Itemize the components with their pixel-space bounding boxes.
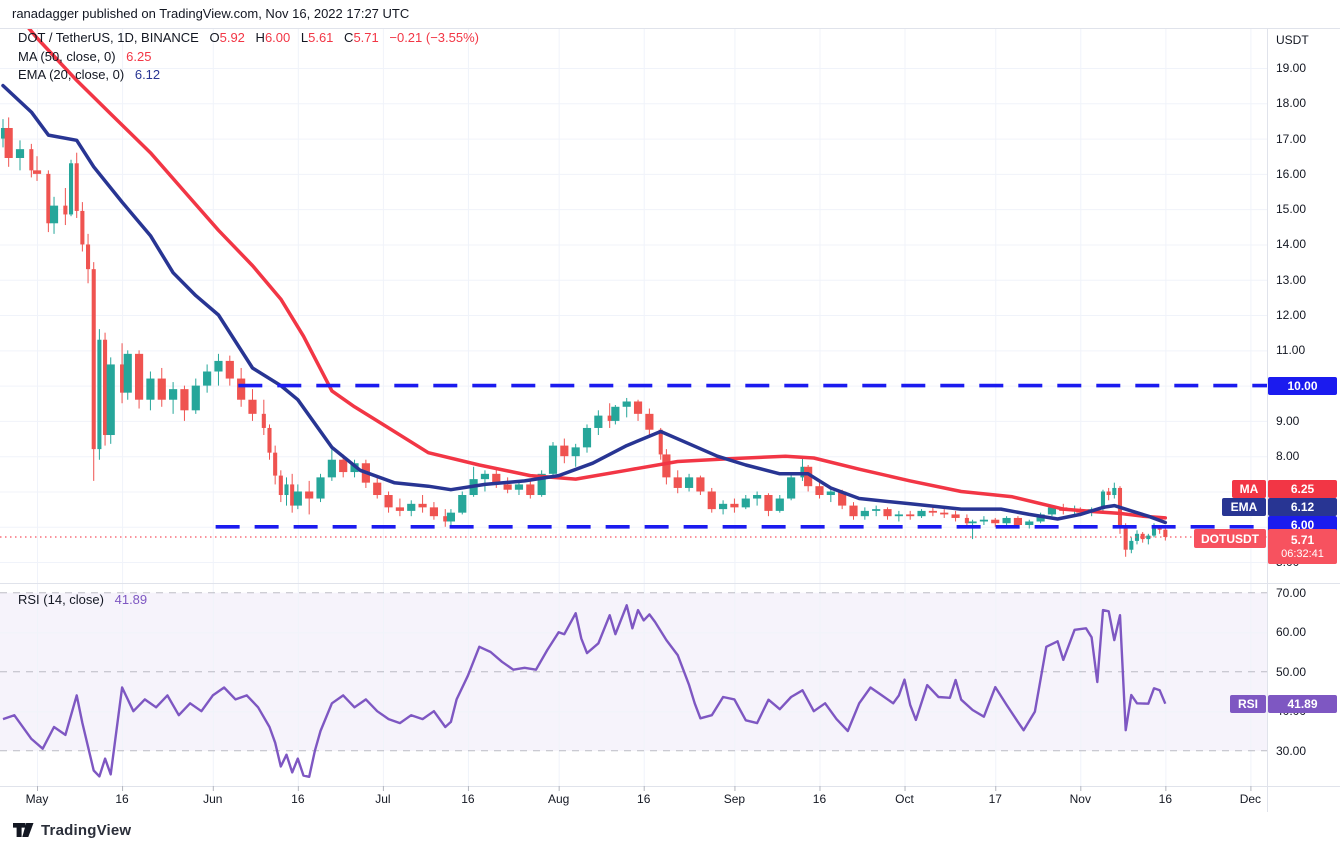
- time-axis[interactable]: May 16 Jun 16 Jul 16 Aug 16 Sep 16 Oct 17 Nov 16 Dec: [0, 786, 1268, 812]
- time-tick-label: Nov: [1069, 792, 1091, 806]
- time-tick-label: Sep: [723, 792, 746, 806]
- symbol-title: DOT / TetherUS, 1D, BINANCE: [18, 30, 199, 45]
- time-tick-label: Aug: [547, 792, 570, 806]
- symbol-legend-row[interactable]: DOT / TetherUS, 1D, BINANCE O5.92 H6.00 …: [18, 30, 479, 45]
- symbol-name-pill[interactable]: DOTUSDT: [1194, 529, 1266, 548]
- ema-value-pill[interactable]: 6.12: [1268, 498, 1337, 516]
- time-tick-label: 16: [115, 792, 129, 806]
- last-price-value: 5.71: [1290, 532, 1315, 547]
- high-label: H: [255, 30, 265, 45]
- time-tick-label: Jun: [203, 792, 223, 806]
- low-value: 5.61: [308, 30, 334, 45]
- ma-value-pill[interactable]: 6.25: [1268, 480, 1337, 498]
- ema-label: EMA (20, close, 0): [18, 67, 125, 82]
- time-tick-label: 16: [812, 792, 827, 806]
- time-tick-label: May: [25, 792, 49, 806]
- tradingview-brand-text[interactable]: TradingView: [41, 822, 132, 839]
- rsi-label: RSI (14, close): [18, 592, 104, 607]
- rsi-value-pill[interactable]: 41.89: [1268, 695, 1337, 713]
- rsi-band: [0, 592, 1267, 751]
- low-label: L: [300, 30, 309, 45]
- ma-name-pill[interactable]: MA: [1232, 480, 1266, 498]
- ma50-line[interactable]: [3, 0, 1168, 520]
- rsi-line[interactable]: [2, 604, 1167, 778]
- time-tick-label: 16: [1158, 792, 1173, 806]
- tradingview-logo-icon[interactable]: [13, 823, 34, 838]
- time-tick-label: 16: [291, 792, 305, 806]
- time-tick-label: 16: [637, 792, 651, 806]
- rsi-value: 41.89: [114, 592, 148, 607]
- resistance-level-pill[interactable]: 10.00: [1268, 377, 1337, 395]
- candlestick-series: [0, 0, 1168, 557]
- time-tick-label: Jul: [375, 792, 391, 806]
- ma-legend-row[interactable]: MA (50, close, 0) 6.25: [18, 49, 151, 64]
- high-value: 6.00: [264, 30, 291, 45]
- rsi-legend-row[interactable]: RSI (14, close) 41.89: [18, 592, 147, 607]
- open-label: O: [209, 30, 220, 45]
- ma-label: MA (50, close, 0): [18, 49, 116, 64]
- rsi-name-pill[interactable]: RSI: [1230, 695, 1266, 713]
- ma-value: 6.25: [126, 49, 152, 64]
- footer-bar: TradingView: [0, 812, 1340, 849]
- price-axis-unit: USDT: [1276, 33, 1309, 47]
- time-tick-label: 17: [988, 792, 1002, 806]
- close-label: C: [344, 30, 354, 45]
- ema-name-pill[interactable]: EMA: [1222, 498, 1266, 516]
- ema-legend-row[interactable]: EMA (20, close, 0) 6.12: [18, 67, 160, 82]
- chart-canvas[interactable]: [0, 0, 1340, 813]
- time-tick-label: Oct: [895, 792, 914, 806]
- last-price-pill[interactable]: 5.71 06:32:41: [1268, 529, 1337, 564]
- time-tick-label: 16: [461, 792, 475, 806]
- close-value: 5.71: [353, 30, 379, 45]
- time-tick-label: Dec: [1239, 792, 1262, 806]
- ema20-line[interactable]: [1, 83, 1168, 525]
- support-level-pill[interactable]: 6.00: [1268, 516, 1337, 533]
- attribution-bar: ranadagger published on TradingView.com,…: [0, 0, 1340, 28]
- change-value: −0.21 (−3.55%): [389, 30, 479, 45]
- bar-countdown: 06:32:41: [1281, 547, 1324, 560]
- ema-value: 6.12: [134, 67, 161, 82]
- open-value: 5.92: [219, 30, 245, 45]
